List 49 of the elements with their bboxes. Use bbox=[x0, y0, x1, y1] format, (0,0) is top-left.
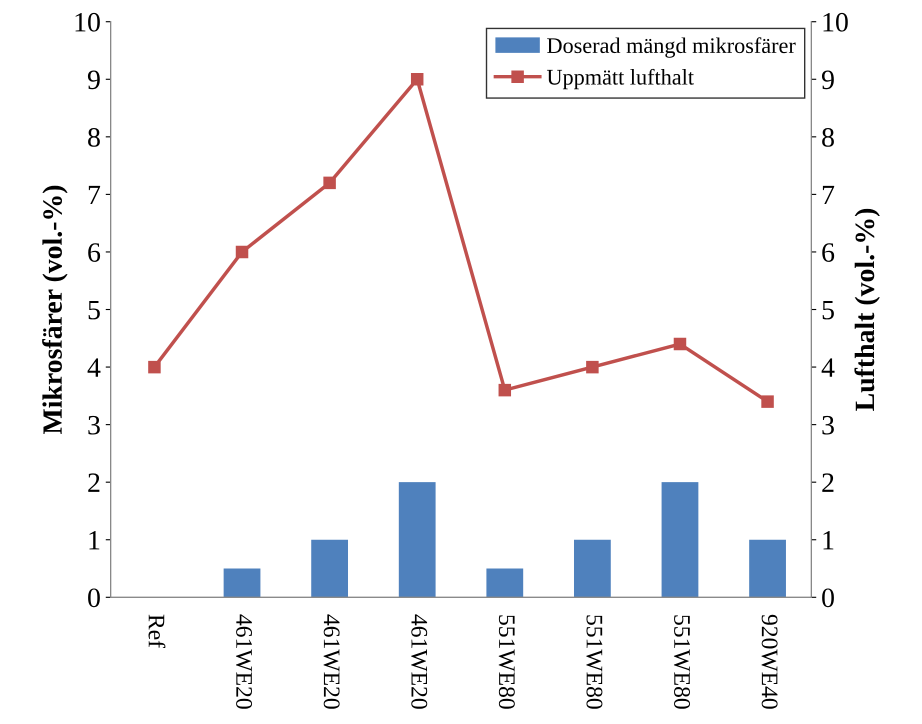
y-tick-label: 9 bbox=[88, 70, 100, 90]
y2-tick-label: 4 bbox=[822, 358, 835, 377]
y2-tick-label: 5 bbox=[822, 300, 834, 320]
point bbox=[323, 176, 336, 190]
bar bbox=[311, 540, 348, 598]
x-tick-label: 461WE20 bbox=[236, 614, 252, 709]
point bbox=[236, 246, 248, 258]
point bbox=[498, 384, 512, 396]
y-tick-label: 0 bbox=[88, 588, 100, 608]
x-tick-label: 551WE80 bbox=[674, 615, 690, 709]
y-tick-label: 6 bbox=[88, 243, 100, 262]
bar bbox=[398, 482, 436, 598]
y-tick-label: 8 bbox=[88, 128, 100, 147]
x-tick-label: Ref bbox=[148, 614, 166, 648]
y-tick-label: 1 bbox=[89, 531, 100, 550]
y2-tick-label: 1 bbox=[824, 531, 834, 550]
point bbox=[674, 338, 686, 350]
legend-label: Uppmätt lufthalt bbox=[546, 68, 694, 90]
point bbox=[148, 360, 161, 374]
y-tick-label: 10 bbox=[76, 12, 100, 32]
legend-label: Doserad mängd mikrosfärer bbox=[547, 37, 796, 58]
bar bbox=[662, 482, 698, 598]
y2-tick-label: 9 bbox=[822, 70, 834, 90]
x-tick-label: 551WE80 bbox=[498, 615, 515, 709]
bar bbox=[224, 568, 260, 598]
bar bbox=[749, 540, 786, 598]
x-tick-label: 920WE40 bbox=[762, 614, 778, 709]
y-tick-label: 5 bbox=[88, 300, 100, 320]
y2-axis-title: Lufthalt (vol.-%) bbox=[854, 208, 880, 411]
y2-tick-label: 2 bbox=[822, 473, 834, 492]
y-axis-title: Mikrosfärer (vol.-%) bbox=[42, 186, 68, 434]
bar bbox=[574, 540, 611, 598]
bar bbox=[486, 568, 524, 598]
point bbox=[761, 395, 774, 408]
y2-tick-label: 0 bbox=[822, 588, 834, 608]
y2-tick-label: 7 bbox=[822, 186, 834, 204]
y2-tick-label: 8 bbox=[822, 128, 834, 147]
y2-tick-label: 6 bbox=[822, 243, 834, 262]
y-tick-label: 4 bbox=[88, 358, 100, 377]
x-tick-label: 551WE80 bbox=[586, 615, 602, 709]
point bbox=[410, 73, 424, 86]
y2-tick-label: 3 bbox=[822, 416, 834, 435]
y-tick-label: 3 bbox=[88, 416, 100, 435]
y-tick-label: 2 bbox=[88, 473, 100, 492]
y-tick-label: 7 bbox=[88, 186, 100, 204]
y2-tick-label: 10 bbox=[824, 12, 848, 32]
x-tick-label: 461WE20 bbox=[324, 614, 340, 709]
point bbox=[586, 360, 599, 374]
x-tick-label: 461WE20 bbox=[411, 614, 428, 709]
